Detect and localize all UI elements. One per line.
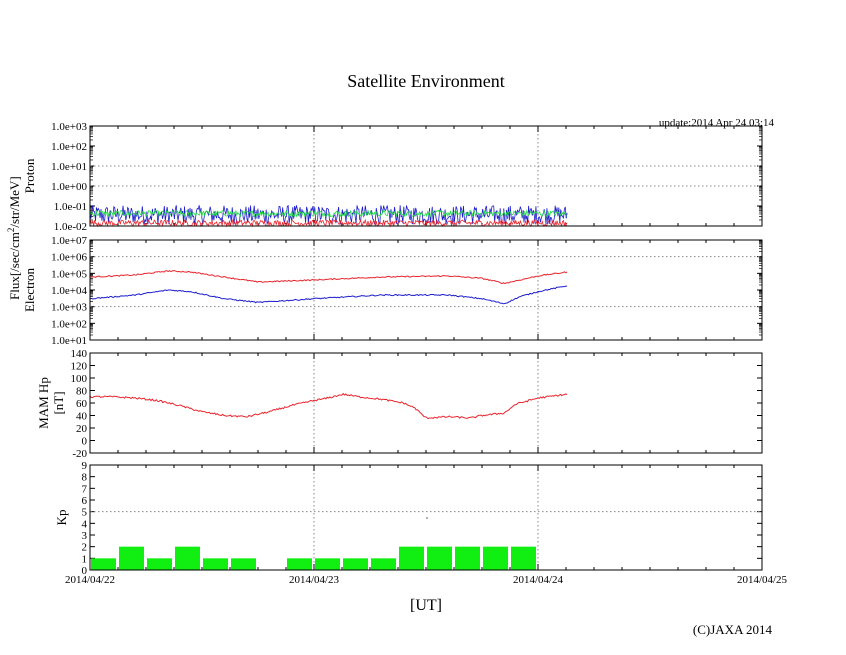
kp-bar <box>399 546 424 570</box>
flux-label-main: Flux[/sec/cm <box>7 232 22 300</box>
kp-bar <box>315 558 340 570</box>
panel-electron: 1.0e+01 1.0e+02 1.0e+03 1.0e+04 1.0e+05 1.0e+… <box>22 235 763 347</box>
y-tick-label: 120 <box>71 361 88 373</box>
kp-bar <box>91 558 116 570</box>
y-tick-label: 1.0e+06 <box>51 252 87 264</box>
y-tick-label: 100 <box>71 373 88 385</box>
y-tick-label: -20 <box>72 448 87 460</box>
kp-bar <box>175 546 200 570</box>
chart-title: Satellite Environment <box>347 71 504 91</box>
panel-frame <box>89 352 763 454</box>
panel-frame <box>89 125 763 227</box>
series-red-line <box>89 270 568 285</box>
y-axis-label: Kp <box>54 510 69 526</box>
series-red-line <box>89 392 568 420</box>
y-axis-label: MAM Hp <box>36 377 51 429</box>
kp-bar <box>203 558 228 570</box>
series-green-line <box>89 209 568 218</box>
kp-bar <box>343 558 368 570</box>
copyright: (C)JAXA 2014 <box>693 622 773 637</box>
kp-bar <box>455 546 480 570</box>
flux-label-tail: /str/MeV] <box>7 176 22 227</box>
y-tick-label: 0 <box>82 565 88 577</box>
kp-bar <box>287 558 312 570</box>
kp-bar <box>231 558 256 570</box>
y-tick-label: 1.0e-02 <box>54 221 87 233</box>
y-tick-label: 8 <box>82 472 88 484</box>
x-tick-label: 2014/04/24 <box>513 574 564 586</box>
series-red-line <box>89 218 568 228</box>
y-tick-label: 1.0e+03 <box>51 121 87 133</box>
y-tick-label: 0 <box>82 436 88 448</box>
y-tick-label: 1.0e+01 <box>51 161 87 173</box>
y-tick-label: 1.0e+07 <box>51 235 87 247</box>
kp-bar <box>119 546 144 570</box>
y-tick-label: 2 <box>82 542 88 554</box>
x-tick-label: 2014/04/23 <box>289 574 340 586</box>
panel-proton: 1.0e-02 1.0e-01 1.0e+00 1.0e+01 1.0e+02 1.0e+… <box>22 121 763 233</box>
series-blue-line <box>89 285 568 305</box>
y-tick-label: 9 <box>82 460 88 472</box>
kp-bar <box>483 546 508 570</box>
y-tick-label: 4 <box>82 518 88 530</box>
y-tick-label: 80 <box>76 386 88 398</box>
y-tick-label: 1.0e+03 <box>51 302 87 314</box>
y-tick-label: 5 <box>82 507 88 519</box>
y-tick-label: 3 <box>82 530 88 542</box>
y-tick-label: 1.0e+04 <box>51 285 87 297</box>
y-tick-label: 7 <box>82 483 88 495</box>
flux-axis-label: Flux[/sec/cm2/str/MeV] <box>6 176 22 300</box>
y-tick-label: 20 <box>76 423 88 435</box>
stray-point <box>426 517 428 519</box>
kp-bar <box>427 546 452 570</box>
flux-label-sup: 2 <box>6 228 16 233</box>
y-tick-label: 1.0e+05 <box>51 268 87 280</box>
y-tick-label: 1.0e+02 <box>51 318 87 330</box>
y-tick-label: 60 <box>76 398 88 410</box>
y-tick-label: 40 <box>76 411 88 423</box>
y-tick-label: 6 <box>82 495 88 507</box>
kp-bar <box>371 558 396 570</box>
panels: 1.0e-021.0e-011.0e+001.0e+011.0e+021.0e+… <box>22 121 788 586</box>
update-timestamp: update:2014 Apr 24 03:14 <box>659 117 775 129</box>
y-tick-label: 1.0e-01 <box>54 201 87 213</box>
y-axis-label: Electron <box>22 267 37 312</box>
y-tick-label: 1.0e+00 <box>51 181 87 193</box>
series-blue-line <box>89 204 568 226</box>
x-tick-label: 2014/04/22 <box>65 574 115 586</box>
y-tick-label: 1.0e+02 <box>51 141 87 153</box>
x-axis-label: [UT] <box>410 597 442 614</box>
y-tick-label: 140 <box>71 348 88 360</box>
kp-bar <box>511 546 536 570</box>
x-tick-label: 2014/04/25 <box>737 574 788 586</box>
panel-frame <box>89 239 763 341</box>
y-axis-label: Proton <box>22 158 37 193</box>
y-tick-label: 1 <box>82 553 88 565</box>
panel-frame <box>89 464 763 571</box>
y-tick-label: 1.0e+01 <box>51 335 87 347</box>
kp-bar <box>147 558 172 570</box>
y-axis-unit: [nT] <box>51 391 66 414</box>
